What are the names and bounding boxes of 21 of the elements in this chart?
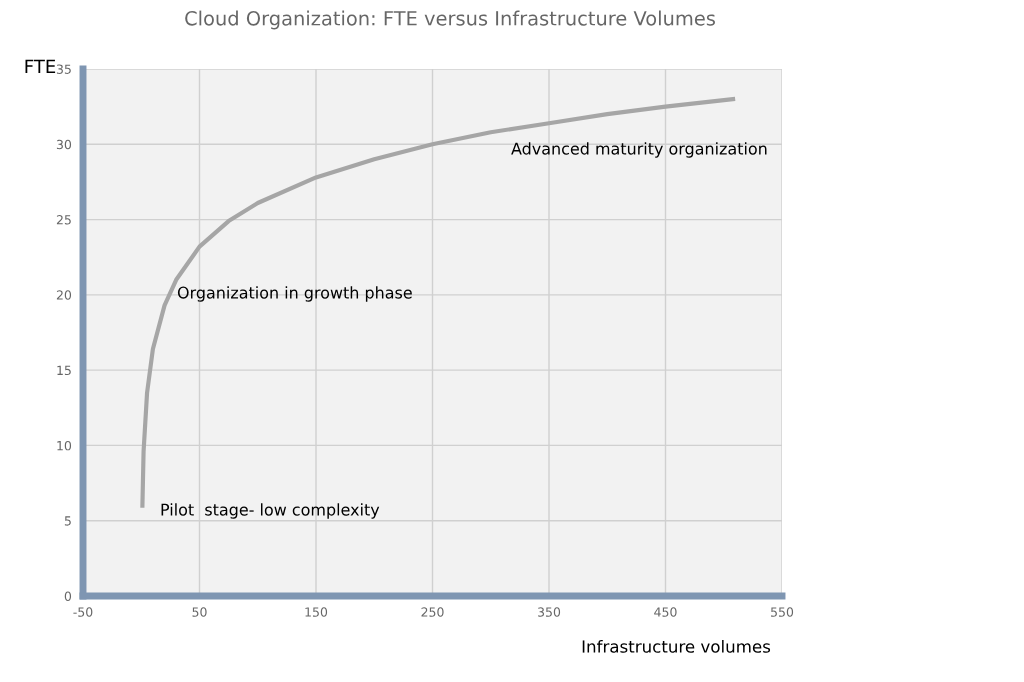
annotation: Organization in growth phase (177, 286, 412, 302)
y-tick-label: 20 (56, 290, 72, 300)
y-tick-label: 10 (57, 440, 72, 451)
y-tick-label: 5 (64, 516, 71, 526)
chart-title: Cloud Organization: FTE versus Infrastructure Volumes (185, 10, 715, 30)
x-tick-label: 150 (305, 607, 328, 617)
y-axis-title: FTE (25, 59, 56, 73)
y-tick-label: 35 (56, 64, 71, 74)
x-tick-label: 550 (771, 607, 794, 617)
y-tick-label: 15 (57, 365, 71, 376)
x-tick-label: 50 (192, 607, 207, 617)
x-axis-title: Infrastructure volumes (582, 639, 771, 653)
annotation: Advanced maturity organization (511, 142, 767, 158)
x-tick-label: 350 (538, 607, 561, 617)
y-tick-label: 25 (56, 215, 71, 225)
x-tick-label: 450 (654, 607, 677, 617)
x-tick-label: 250 (421, 607, 444, 617)
x-tick-label: -50 (73, 607, 93, 617)
y-tick-label: 30 (56, 139, 72, 150)
y-tick-label: 0 (64, 591, 72, 601)
annotation: Pilot stage- low complexity (161, 503, 380, 519)
